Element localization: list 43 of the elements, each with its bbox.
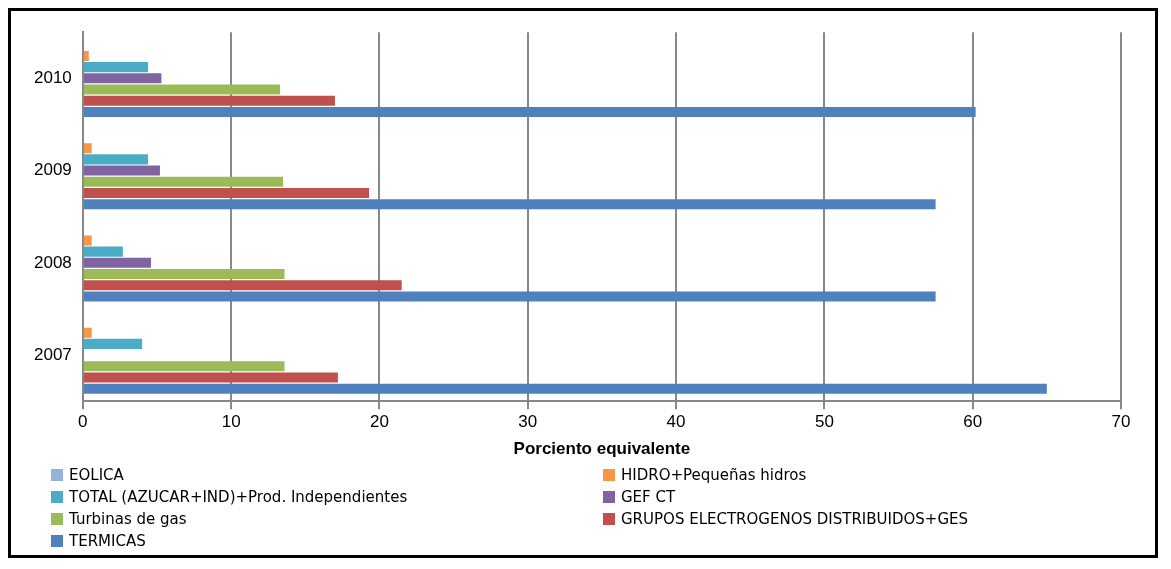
x-tick-label: 50: [814, 412, 834, 432]
x-tick-label: 0: [78, 412, 88, 432]
bar: [83, 291, 936, 302]
y-tick-label: 2008: [33, 252, 72, 272]
legend-label: EOLICA: [69, 466, 124, 484]
bar: [83, 338, 143, 349]
bar: [83, 62, 149, 73]
legend-label: GEF CT: [621, 488, 676, 506]
bar: [83, 95, 335, 106]
bar: [83, 327, 92, 338]
bar: [83, 106, 976, 117]
bar: [83, 84, 281, 95]
bar: [83, 73, 162, 84]
bar: [83, 268, 285, 280]
bar: [83, 372, 338, 383]
bar: [83, 143, 92, 154]
bar: [83, 50, 89, 61]
bar: [83, 165, 160, 176]
legend-label: Turbinas de gas: [69, 510, 187, 528]
y-tick-label: 2009: [33, 160, 72, 180]
bar: [83, 280, 402, 291]
y-tick-label: 2010: [33, 68, 72, 88]
x-tick-label: 70: [1111, 412, 1131, 432]
bar: [83, 187, 370, 199]
bar: [83, 246, 123, 257]
bar: [83, 199, 936, 210]
bar: [83, 361, 285, 372]
x-tick-label: 10: [221, 412, 241, 432]
bar: [83, 154, 149, 165]
x-axis-title: Porciento equivalente: [513, 439, 691, 459]
legend-label: TOTAL (AZUCAR+IND)+Prod. Independientes: [69, 488, 408, 506]
x-tick-label: 30: [518, 412, 538, 432]
x-tick-label: 40: [666, 412, 686, 432]
x-tick-label: 20: [369, 412, 389, 432]
y-tick-label: 2007: [33, 344, 72, 364]
bar: [83, 257, 152, 268]
legend-label: HIDRO+Pequeñas hidros: [621, 466, 807, 484]
bar: [83, 176, 284, 187]
x-tick-label: 60: [963, 412, 983, 432]
legend-label: GRUPOS ELECTROGENOS DISTRIBUIDOS+GES: [621, 510, 969, 528]
bar: [83, 235, 92, 246]
bar: [83, 383, 1047, 394]
legend-label: TERMICAS: [69, 532, 146, 550]
